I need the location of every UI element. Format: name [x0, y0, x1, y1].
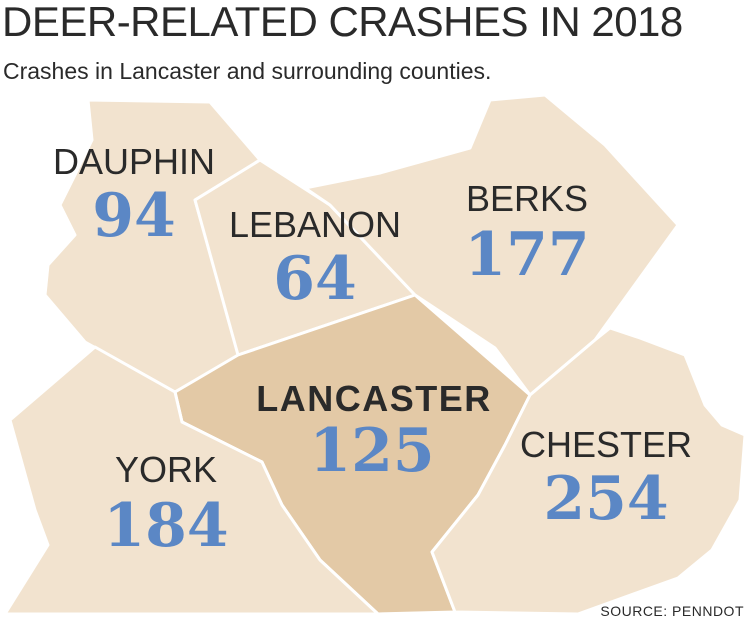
map-subtitle: Crashes in Lancaster and surrounding cou…: [3, 58, 492, 84]
crash-count-york: 184: [103, 491, 228, 561]
county-name-dauphin: DAUPHIN: [53, 141, 215, 182]
crash-count-dauphin: 94: [92, 181, 176, 251]
county-shapes: [3, 93, 747, 616]
county-name-chester: CHESTER: [520, 424, 692, 465]
map-title: DEER-RELATED CRASHES IN 2018: [2, 0, 683, 45]
county-york: [3, 345, 380, 616]
crash-count-lebanon: 64: [273, 244, 357, 314]
county-chester: [430, 326, 747, 616]
county-name-york: YORK: [115, 449, 217, 490]
county-name-lebanon: LEBANON: [229, 204, 401, 245]
source-credit: SOURCE: PENNDOT: [600, 603, 744, 619]
county-name-berks: BERKS: [466, 178, 588, 219]
crash-count-chester: 254: [543, 464, 668, 534]
county-name-lancaster: LANCASTER: [256, 378, 492, 419]
crash-count-berks: 177: [464, 220, 589, 290]
crash-count-lancaster: 125: [309, 416, 434, 486]
